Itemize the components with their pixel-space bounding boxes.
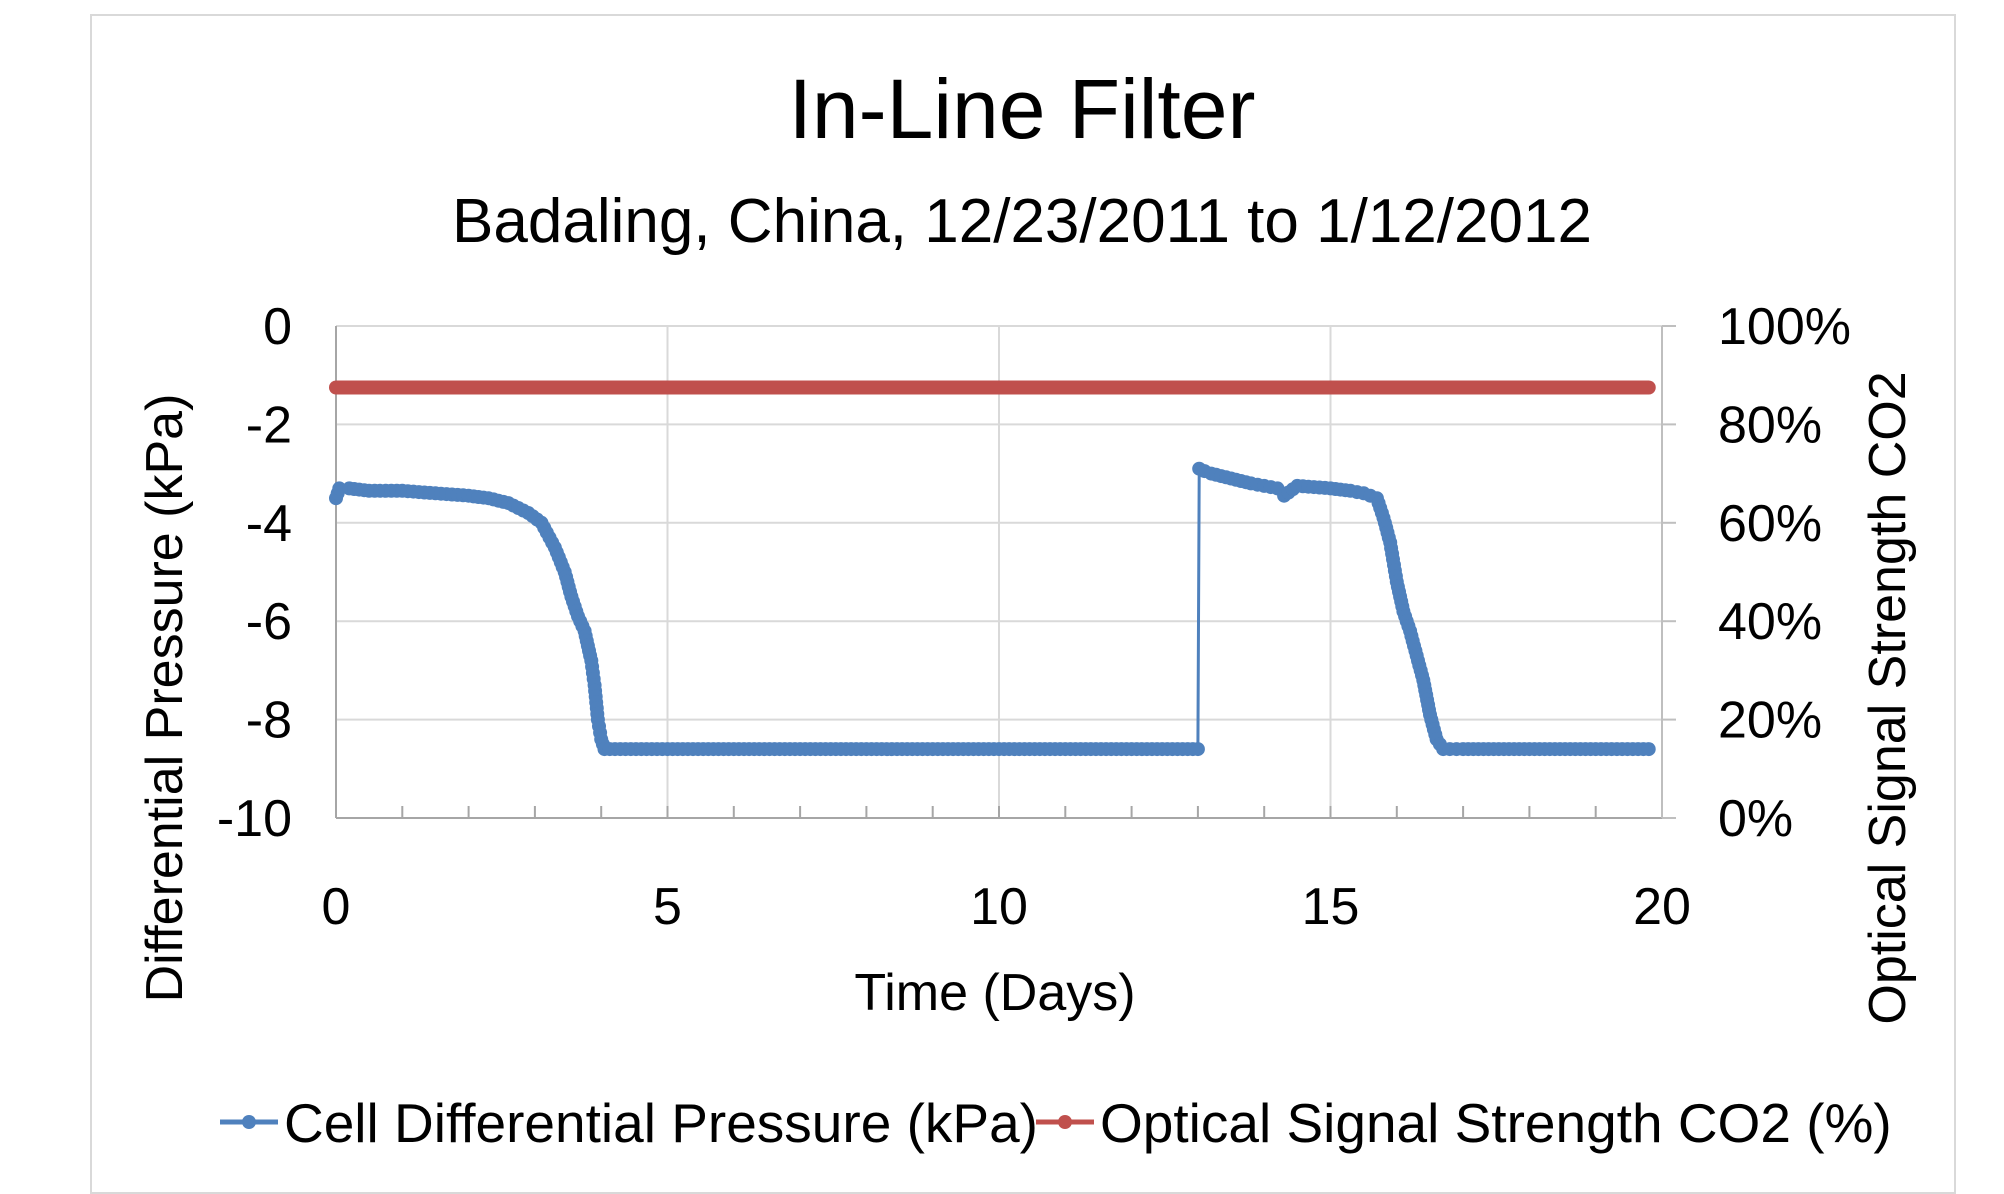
y2-tick-label: 0% <box>1718 790 1793 848</box>
y-tick-label: -10 <box>217 790 292 848</box>
legend-marker-pressure <box>242 1115 256 1129</box>
y-axis-label: Differential Pressure (kPa) <box>136 394 194 1003</box>
y-tick-label: -8 <box>246 692 292 750</box>
y2-tick-label: 40% <box>1718 593 1822 651</box>
chart: In-Line Filter Badaling, China, 12/23/20… <box>136 62 1917 1154</box>
chart-frame <box>90 14 1956 1194</box>
y2-tick-label: 100% <box>1718 298 1851 356</box>
legend: Cell Differential Pressure (kPa) Optical… <box>220 1092 1892 1154</box>
series-pressure <box>329 461 1656 757</box>
gridlines <box>336 325 1662 818</box>
legend-label-pressure: Cell Differential Pressure (kPa) <box>284 1092 1038 1154</box>
y-tick-label: -6 <box>246 593 292 651</box>
y2-tick-labels: 100% 80% 60% 40% 20% 0% <box>1718 298 1851 848</box>
y-tick-label: 0 <box>263 298 292 356</box>
data-point <box>1641 742 1656 757</box>
legend-label-optical: Optical Signal Strength CO2 (%) <box>1100 1092 1892 1154</box>
x-tick-label: 0 <box>322 878 351 936</box>
y2-tick-label: 60% <box>1718 495 1822 553</box>
y-tick-label: -4 <box>246 495 292 553</box>
x-tick-label: 10 <box>970 878 1028 936</box>
legend-marker-optical <box>1058 1115 1072 1129</box>
axes <box>335 325 1676 819</box>
x-tick-labels: 0 5 10 15 20 <box>322 878 1691 936</box>
series-layer <box>329 380 1656 757</box>
data-point <box>332 481 347 496</box>
y2-axis-label: Optical Signal Strength CO2 <box>1859 371 1917 1024</box>
chart-title: In-Line Filter <box>789 62 1256 156</box>
x-tick-label: 15 <box>1302 878 1360 936</box>
y-tick-label: -2 <box>246 396 292 454</box>
x-axis-label: Time (Days) <box>854 964 1135 1022</box>
y-tick-labels: 0 -2 -4 -6 -8 -10 <box>217 298 292 848</box>
x-tick-label: 5 <box>653 878 682 936</box>
chart-subtitle: Badaling, China, 12/23/2011 to 1/12/2012 <box>452 187 1592 256</box>
y2-tick-label: 20% <box>1718 692 1822 750</box>
x-tick-label: 20 <box>1633 878 1691 936</box>
y2-tick-label: 80% <box>1718 396 1822 454</box>
data-point <box>1190 742 1205 757</box>
